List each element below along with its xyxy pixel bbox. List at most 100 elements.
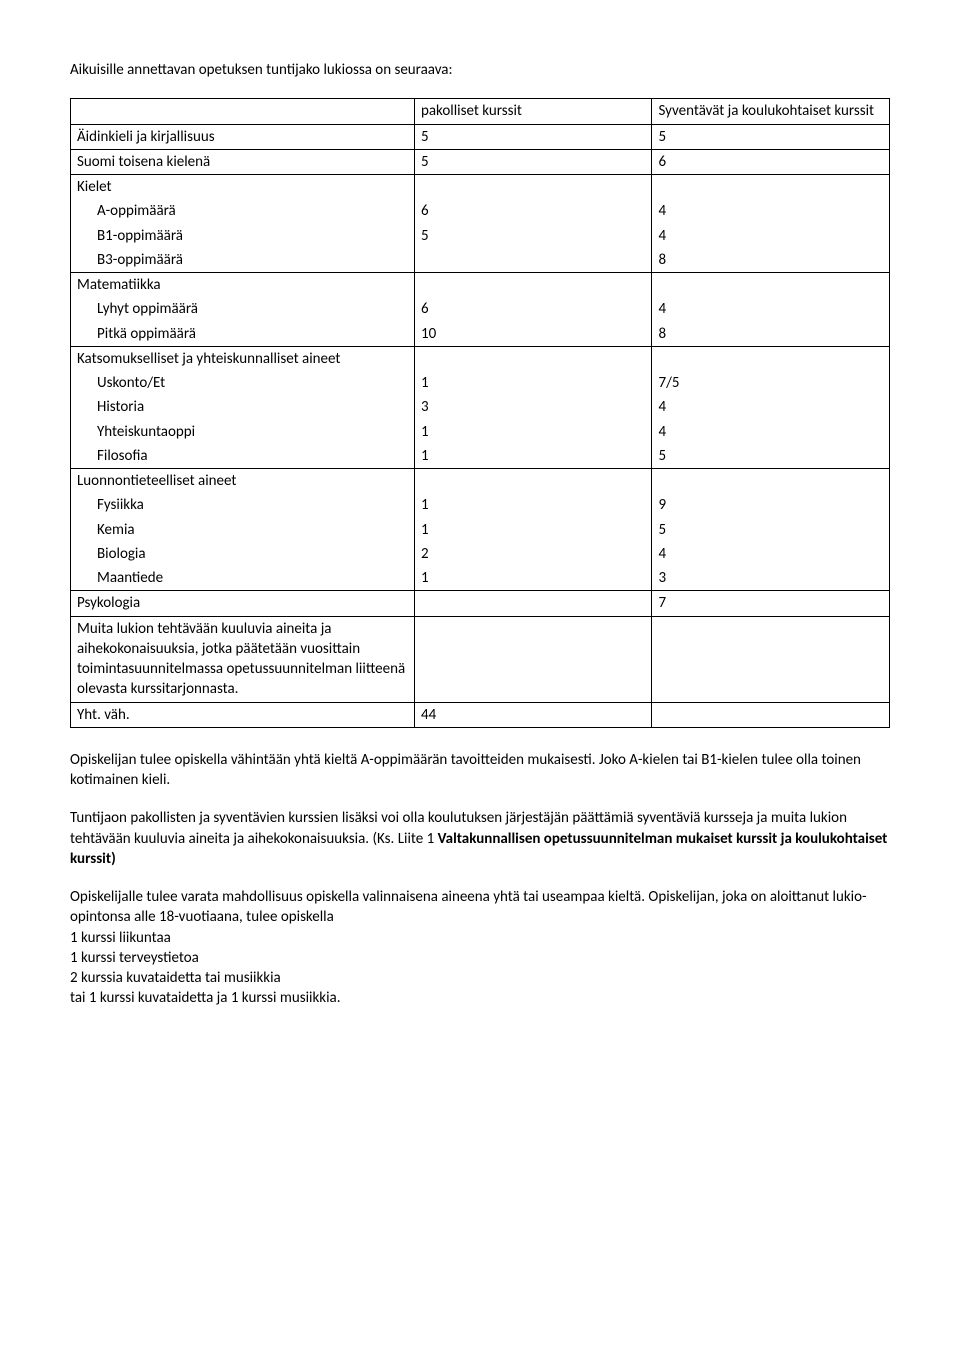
table-row: Katsomukselliset ja yhteiskunnalliset ai…: [71, 346, 890, 371]
list-item: 1 kurssi liikuntaa: [70, 928, 890, 948]
table-cell: [652, 175, 890, 200]
table-cell: 10: [414, 322, 652, 347]
table-cell: 1: [414, 420, 652, 444]
table-cell: [414, 248, 652, 273]
table-cell: 2: [414, 542, 652, 566]
table-cell: 5: [652, 124, 890, 149]
table-cell: Katsomukselliset ja yhteiskunnalliset ai…: [71, 346, 415, 371]
table-header-cell: [71, 99, 415, 124]
table-row: Suomi toisena kielenä56: [71, 149, 890, 174]
table-row: Muita lukion tehtävään kuuluvia aineita …: [71, 616, 890, 702]
table-cell: Maantiede: [71, 566, 415, 591]
table-cell: 4: [652, 420, 890, 444]
table-row: B3-oppimäärä 8: [71, 248, 890, 273]
table-cell: B1-oppimäärä: [71, 224, 415, 248]
table-row: Lyhyt oppimäärä64: [71, 297, 890, 321]
table-cell: 5: [652, 518, 890, 542]
table-cell: [652, 469, 890, 494]
table-cell: [414, 591, 652, 616]
table-cell: [414, 616, 652, 702]
table-row: Kemia15: [71, 518, 890, 542]
table-cell: [414, 273, 652, 298]
table-row: Filosofia15: [71, 444, 890, 469]
table-cell: Pitkä oppimäärä: [71, 322, 415, 347]
table-cell: Lyhyt oppimäärä: [71, 297, 415, 321]
table-cell: 3: [414, 395, 652, 419]
table-cell: 44: [414, 702, 652, 727]
table-cell: A-oppimäärä: [71, 199, 415, 223]
paragraph-2: Tuntijaon pakollisten ja syventävien kur…: [70, 808, 890, 869]
table-cell: Luonnontieteelliset aineet: [71, 469, 415, 494]
table-cell: 8: [652, 248, 890, 273]
table-cell: 1: [414, 518, 652, 542]
table-cell: 8: [652, 322, 890, 347]
list-item: 1 kurssi terveystietoa: [70, 948, 890, 968]
table-row: A-oppimäärä64: [71, 199, 890, 223]
table-row: B1-oppimäärä54: [71, 224, 890, 248]
table-row: Maantiede13: [71, 566, 890, 591]
table-cell: 4: [652, 297, 890, 321]
table-cell: 4: [652, 542, 890, 566]
table-row: Psykologia 7: [71, 591, 890, 616]
table-row: Biologia24: [71, 542, 890, 566]
table-cell: [652, 702, 890, 727]
table-cell: 4: [652, 199, 890, 223]
table-cell: 6: [414, 199, 652, 223]
table-row: Pitkä oppimäärä108: [71, 322, 890, 347]
table-cell: [652, 273, 890, 298]
table-cell: 5: [414, 149, 652, 174]
table-cell: Suomi toisena kielenä: [71, 149, 415, 174]
table-row: Yhteiskuntaoppi14: [71, 420, 890, 444]
table-cell: Äidinkieli ja kirjallisuus: [71, 124, 415, 149]
list-item: 2 kurssia kuvataidetta tai musiikkia: [70, 968, 890, 988]
table-cell: Filosofia: [71, 444, 415, 469]
table-row: Kielet: [71, 175, 890, 200]
list-item: tai 1 kurssi kuvataidetta ja 1 kurssi mu…: [70, 988, 890, 1008]
table-cell: [414, 469, 652, 494]
table-row: Äidinkieli ja kirjallisuus55: [71, 124, 890, 149]
table-cell: Muita lukion tehtävään kuuluvia aineita …: [71, 616, 415, 702]
table-cell: Biologia: [71, 542, 415, 566]
table-cell: Yhteiskuntaoppi: [71, 420, 415, 444]
table-cell: [652, 616, 890, 702]
table-cell: 1: [414, 444, 652, 469]
table-cell: 5: [414, 124, 652, 149]
table-cell: Kemia: [71, 518, 415, 542]
paragraph-1: Opiskelijan tulee opiskella vähintään yh…: [70, 750, 890, 791]
table-row: Matematiikka: [71, 273, 890, 298]
table-row: Historia34: [71, 395, 890, 419]
table-cell: 6: [652, 149, 890, 174]
table-cell: 7: [652, 591, 890, 616]
table-cell: Uskonto/Et: [71, 371, 415, 395]
table-cell: Kielet: [71, 175, 415, 200]
table-cell: 3: [652, 566, 890, 591]
table-cell: 6: [414, 297, 652, 321]
table-cell: [652, 346, 890, 371]
paragraph-3: Opiskelijalle tulee varata mahdollisuus …: [70, 887, 890, 928]
table-cell: 4: [652, 395, 890, 419]
table-cell: Matematiikka: [71, 273, 415, 298]
table-cell: 5: [652, 444, 890, 469]
table-cell: Yht. väh.: [71, 702, 415, 727]
table-cell: 7/5: [652, 371, 890, 395]
table-cell: B3-oppimäärä: [71, 248, 415, 273]
table-cell: [414, 175, 652, 200]
table-header-cell: Syventävät ja koulukohtaiset kurssit: [652, 99, 890, 124]
curriculum-table: pakolliset kurssitSyventävät ja koulukoh…: [70, 98, 890, 728]
table-cell: 1: [414, 566, 652, 591]
table-cell: Fysiikka: [71, 493, 415, 517]
table-cell: 4: [652, 224, 890, 248]
table-row: Fysiikka19: [71, 493, 890, 517]
table-cell: 5: [414, 224, 652, 248]
table-cell: Psykologia: [71, 591, 415, 616]
intro-text: Aikuisille annettavan opetuksen tuntijak…: [70, 60, 890, 80]
table-cell: 1: [414, 371, 652, 395]
table-row: Luonnontieteelliset aineet: [71, 469, 890, 494]
table-row: Uskonto/Et17/5: [71, 371, 890, 395]
table-header-cell: pakolliset kurssit: [414, 99, 652, 124]
table-cell: 1: [414, 493, 652, 517]
table-cell: Historia: [71, 395, 415, 419]
table-cell: [414, 346, 652, 371]
table-row: Yht. väh.44: [71, 702, 890, 727]
table-cell: 9: [652, 493, 890, 517]
